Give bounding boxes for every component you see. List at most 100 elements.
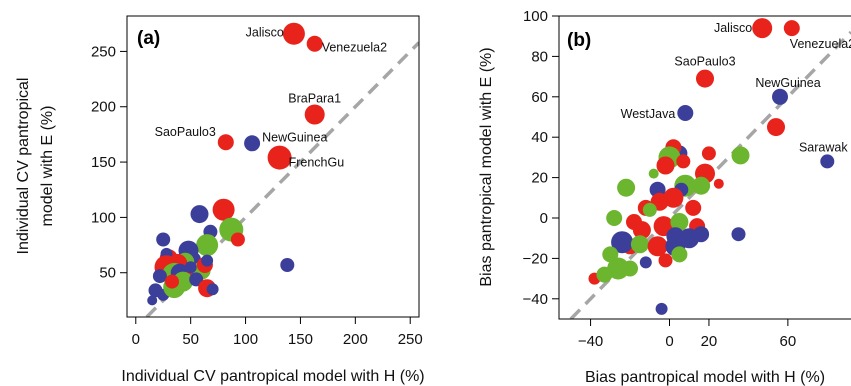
panel-b-point [655, 302, 668, 315]
panel-a-y-tick-label: 200 [91, 99, 116, 116]
panel-a-y-axis-title-line1: Individual CV pantropical [15, 78, 32, 255]
panel-a-point [189, 272, 204, 287]
panel-b-point [632, 221, 651, 240]
panel-b: Jalisco Venezuela2 SaoPaulo3 NewGuinea WestJ… [478, 8, 851, 386]
panel-b-x-tick-label: 0 [665, 333, 673, 350]
panel-a-x-tick-label: 200 [343, 331, 368, 348]
panel-a-y-axis-title-line2: model with E (%) [39, 106, 56, 227]
panel-a-point [165, 274, 179, 289]
panel-b-point [658, 253, 673, 268]
panel-b-point [648, 168, 659, 179]
panel-a-x-tick-label: 150 [288, 331, 313, 348]
panel-a-annotations: Jalisco Venezuela2 BraPara1 SaoPaulo3 NewGui… [155, 26, 387, 170]
panel-b-plot-frame [558, 16, 851, 320]
panel-b-annotation: Jalisco [714, 21, 752, 35]
panel-a-x-tick-label: 250 [398, 331, 423, 348]
panel-a-point [217, 134, 234, 151]
panel-b-point [713, 178, 724, 189]
panel-a-annotation: NewGuinea [262, 130, 327, 144]
panel-a-y-tick-label: 150 [91, 154, 116, 171]
panel-a-point [212, 198, 235, 221]
panel-a-point [230, 232, 245, 247]
panel-b-point [596, 266, 613, 283]
panel-b-y-ticks: −40 −20 0 20 40 60 80 100 [523, 8, 559, 308]
panel-a-x-tick-label: 100 [233, 331, 258, 348]
panel-b-label: (b) [567, 30, 591, 51]
panel-a-annotation: Venezuela2 [322, 41, 387, 55]
panel-b-y-tick-label: 20 [531, 170, 548, 187]
panel-a-x-tick-label: 0 [132, 331, 140, 348]
panel-a-x-ticks: 0 50 100 150 200 250 [132, 317, 423, 348]
panel-a-annotation: SaoPaulo3 [155, 125, 216, 139]
panel-b-annotation: SaoPaulo3 [674, 55, 735, 69]
panel-b-annotation: WestJava [621, 107, 676, 121]
panel-a: Jalisco Venezuela2 BraPara1 SaoPaulo3 NewGui… [15, 15, 425, 385]
panel-b-point [767, 118, 785, 137]
panel-a-point [206, 283, 219, 296]
panel-a-point [280, 258, 295, 272]
panel-a-point [201, 254, 214, 267]
panel-b-point [671, 246, 688, 263]
panel-b-point [656, 156, 675, 175]
panel-a-points [145, 22, 419, 317]
panel-a-point [304, 104, 325, 125]
panel-a-y-tick-label: 250 [91, 43, 116, 60]
panel-b-x-ticks: −40 0 20 60 [578, 319, 796, 350]
panel-b-point [647, 236, 668, 257]
panel-b-point [611, 231, 634, 254]
panel-a-y-tick-label: 100 [91, 209, 116, 226]
panel-b-point [642, 202, 657, 217]
panel-a-point [267, 145, 292, 170]
panel-a-annotation: BraPara1 [288, 92, 341, 106]
panel-b-y-tick-label: −40 [523, 291, 548, 308]
panel-b-point [670, 213, 689, 231]
panel-a-plot-frame [126, 15, 420, 318]
panel-b-y-tick-label: 60 [531, 89, 548, 106]
panel-b-point [772, 88, 788, 105]
panel-b-x-tick-label: 60 [780, 333, 797, 350]
panel-b-point [693, 226, 710, 243]
panel-a-point [173, 271, 193, 292]
panel-b-annotation: Sarawak [799, 140, 848, 154]
panel-b-point [606, 210, 623, 226]
panel-b-x-tick-label: 20 [701, 333, 718, 350]
panel-a-point [282, 22, 305, 45]
panel-a-annotation: Jalisco [246, 26, 284, 40]
panel-b-point [692, 176, 711, 195]
panel-a-point [306, 35, 323, 52]
panel-b-y-tick-label: 100 [523, 8, 548, 25]
panel-b-annotation: Venezuela2 [790, 37, 851, 51]
panel-b-point [731, 227, 746, 242]
panel-a-annotation: FrenchGu [289, 156, 345, 170]
panel-b-y-tick-label: 0 [540, 210, 548, 227]
panel-b-point [820, 154, 835, 169]
panel-a-point [196, 234, 219, 257]
panel-b-point [639, 256, 652, 269]
panel-a-y-tick-label: 50 [99, 265, 116, 282]
panel-b-point [752, 18, 773, 39]
panel-b-point [630, 235, 649, 254]
panel-a-x-tick-label: 50 [182, 331, 199, 348]
panel-a-point [156, 232, 171, 247]
panel-b-point [696, 69, 714, 88]
panel-a-point [244, 135, 261, 152]
panel-b-point [685, 199, 702, 216]
panel-b-x-axis-title: Bias pantropical model with H (%) [585, 369, 825, 386]
panel-a-point [190, 205, 209, 224]
panel-b-point [622, 260, 638, 277]
panel-a-point [152, 269, 167, 284]
panel-b-point [701, 146, 716, 161]
panel-b-point [663, 187, 684, 208]
panel-b-point [676, 154, 691, 169]
panel-b-y-tick-label: −20 [523, 250, 548, 267]
panel-a-label: (a) [137, 28, 160, 49]
panel-a-point [184, 261, 197, 274]
panel-b-y-tick-label: 40 [531, 129, 548, 146]
panel-b-point [607, 257, 630, 280]
panel-a-point [147, 295, 158, 306]
panel-b-y-axis-title: Bias pantropical model with E (%) [478, 47, 495, 286]
panel-b-y-tick-label: 80 [531, 48, 548, 65]
panel-b-annotations: Jalisco Venezuela2 SaoPaulo3 NewGuinea WestJ… [621, 21, 851, 154]
panel-b-annotation: NewGuinea [755, 76, 820, 90]
